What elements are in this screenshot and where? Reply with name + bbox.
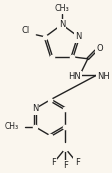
Text: NH: NH <box>97 72 110 81</box>
Text: N: N <box>32 104 38 113</box>
Text: CH₃: CH₃ <box>54 4 69 13</box>
Text: F: F <box>63 161 68 170</box>
Text: O: O <box>96 44 103 53</box>
Text: CH₃: CH₃ <box>4 122 18 131</box>
Text: N: N <box>31 104 37 113</box>
Text: Cl: Cl <box>21 26 30 35</box>
Text: F: F <box>75 158 80 167</box>
Text: F: F <box>51 158 56 167</box>
Text: HN: HN <box>68 72 81 81</box>
Text: N: N <box>59 20 65 29</box>
Text: N: N <box>75 32 82 41</box>
